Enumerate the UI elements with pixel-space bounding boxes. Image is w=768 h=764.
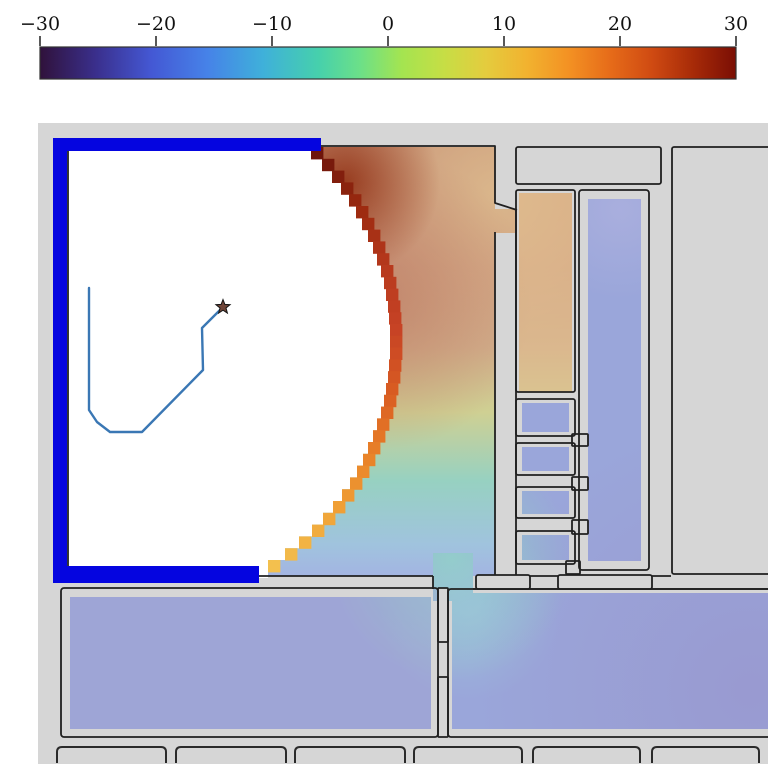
room-outline [671, 146, 768, 575]
room-outline [437, 676, 449, 738]
map [38, 123, 768, 764]
robot-trajectory [87, 286, 224, 434]
bottom-room-brackets [56, 746, 760, 763]
room-outline [437, 587, 449, 643]
room-outline [571, 519, 589, 535]
colorbar-tick-label: 10 [492, 13, 516, 35]
room-outline [571, 433, 589, 447]
colorbar-tick-label: −20 [136, 13, 176, 35]
colorbar-tick-label: −10 [252, 13, 292, 35]
room-outline [515, 530, 576, 565]
colorbar-tick-label: 20 [608, 13, 632, 35]
room-outline [515, 398, 576, 437]
submap-boundary [53, 138, 321, 583]
room-outline [565, 560, 581, 575]
room-outline [475, 574, 531, 590]
room-outline [515, 442, 576, 476]
floorplan-walls [57, 145, 768, 738]
room-outline [515, 189, 576, 393]
unexplored-region [68, 147, 390, 578]
colorbar-tick-label: 30 [724, 13, 748, 35]
room-outline [515, 146, 662, 185]
colorbar-tick-label: −30 [20, 13, 60, 35]
room-outline [578, 189, 650, 571]
colorbar: −30 −20 −10 0 10 20 30 [20, 13, 748, 80]
colorbar-bar [39, 46, 737, 80]
colorbar-tick-label: 0 [382, 13, 394, 35]
room-outline [447, 588, 768, 738]
room-outline [60, 587, 439, 738]
frontier-cells [268, 147, 403, 573]
room-outline [571, 476, 589, 491]
robot-star-marker [214, 298, 232, 315]
room-outline [515, 486, 576, 519]
room-outline [557, 574, 653, 590]
